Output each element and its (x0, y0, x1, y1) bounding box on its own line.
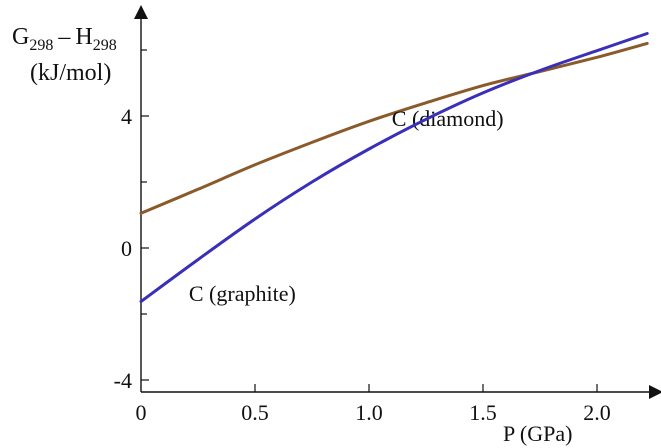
y-tick-label: -4 (114, 368, 132, 393)
y-label-h-subscript: 298 (93, 37, 117, 54)
y-label-h: H (75, 24, 92, 50)
x-axis-label: P (GPa) (503, 421, 572, 446)
y-axis-units: (kJ/mol) (30, 60, 111, 86)
y-tick-label: 0 (121, 236, 132, 261)
x-tick-label: 0.5 (241, 400, 269, 425)
series-line-diamond (139, 41, 649, 215)
y-label-dash: – (57, 24, 71, 50)
x-tick-label: 0 (136, 400, 147, 425)
x-tick-label: 2.0 (583, 400, 611, 425)
y-label-g: G (12, 24, 29, 50)
series-group: C (diamond)C (graphite) (139, 32, 649, 306)
series-label-graphite: C (graphite) (189, 281, 296, 306)
y-axis-label: G298– H298 (12, 24, 117, 54)
x-ticks: 0 0.5 1.0 1.5 2.0 (136, 384, 611, 425)
y-ticks: 4 0 -4 (114, 49, 149, 393)
series-line-graphite (139, 32, 649, 303)
x-tick-label: 1.0 (355, 400, 383, 425)
y-label-g-subscript: 298 (29, 37, 53, 54)
y-tick-label: 4 (121, 104, 132, 129)
x-tick-label: 1.5 (469, 400, 497, 425)
